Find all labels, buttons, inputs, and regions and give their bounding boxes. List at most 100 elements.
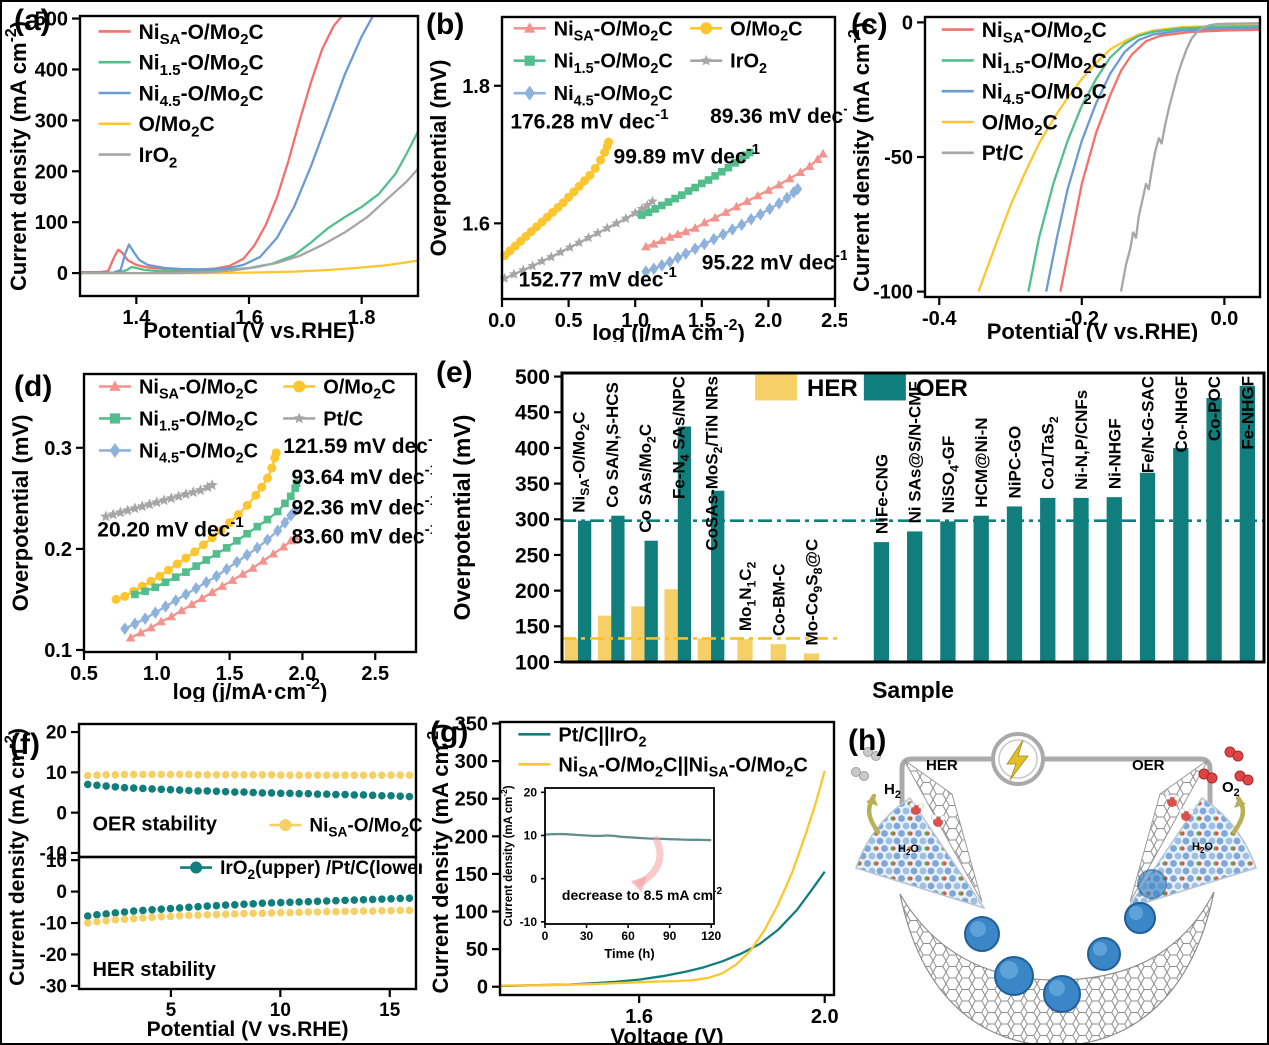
- svg-text:5: 5: [166, 1000, 177, 1021]
- svg-text:Current density (mA cm-2): Current density (mA cm-2): [2, 728, 29, 986]
- svg-text:IrO2: IrO2: [139, 144, 178, 171]
- graphene-hammock: [899, 891, 1215, 1043]
- svg-text:Current density (mA cm-2): Current density (mA cm-2): [425, 724, 453, 994]
- h2-label: H2: [884, 781, 901, 801]
- svg-text:NiSO4-GF: NiSO4-GF: [939, 436, 961, 514]
- svg-text:1.5: 1.5: [688, 310, 716, 332]
- svg-text:Co SAs/Mo2C: Co SAs/Mo2C: [636, 424, 658, 533]
- svg-text:60: 60: [621, 929, 635, 943]
- svg-text:Ni-NHGF: Ni-NHGF: [1105, 418, 1124, 489]
- svg-text:152.77 mV dec-1: 152.77 mV dec-1: [519, 264, 677, 291]
- svg-text:0.2: 0.2: [44, 539, 72, 561]
- svg-text:83.60 mV dec-1: 83.60 mV dec-1: [292, 521, 433, 548]
- svg-text:1.8: 1.8: [348, 307, 376, 329]
- svg-text:-20: -20: [40, 945, 67, 966]
- svg-text:Voltage (V): Voltage (V): [610, 1024, 723, 1045]
- oer-tafel-chart: 0.0 0.5 1.0 1.5 2.0 2.5 1.6 1.8 log (j/mA cm-2) O…: [426, 15, 847, 342]
- svg-text:150: 150: [515, 616, 550, 639]
- svg-text:2.0: 2.0: [754, 310, 782, 332]
- svg-text:NiPC-GO: NiPC-GO: [1005, 426, 1024, 499]
- h2o-molecules: [909, 794, 1194, 827]
- svg-text:-10: -10: [40, 914, 67, 935]
- svg-text:HER: HER: [807, 375, 858, 402]
- svg-text:350: 350: [455, 714, 488, 736]
- panel-e-tag: (e): [436, 356, 473, 389]
- svg-text:2.0: 2.0: [289, 663, 317, 685]
- panel-h: (h): [842, 702, 1267, 1043]
- svg-text:-0.4: -0.4: [922, 308, 957, 330]
- svg-text:log (j/mA·cm-2): log (j/mA·cm-2): [173, 676, 328, 702]
- o2-label: O2: [1222, 779, 1240, 799]
- svg-text:2.5: 2.5: [821, 310, 847, 332]
- svg-text:2.0: 2.0: [811, 1006, 839, 1028]
- svg-text:93.64 mV dec-1: 93.64 mV dec-1: [292, 461, 433, 488]
- power-source-icon: [991, 732, 1045, 786]
- svg-text:250: 250: [515, 544, 550, 567]
- svg-text:-0.2: -0.2: [1065, 308, 1099, 330]
- svg-text:Fe-NHGF: Fe-NHGF: [1238, 376, 1257, 450]
- svg-text:100: 100: [35, 212, 68, 234]
- svg-text:Potential (V vs.RHE): Potential (V vs.RHE): [147, 1018, 349, 1041]
- svg-text:10: 10: [46, 763, 67, 784]
- panel-b-tag: (b): [426, 8, 465, 41]
- svg-text:50: 50: [466, 939, 488, 961]
- svg-text:20: 20: [46, 723, 67, 744]
- o2-arrowhead: [1234, 798, 1246, 808]
- svg-text:90: 90: [663, 929, 677, 943]
- svg-text:1.0: 1.0: [143, 663, 171, 685]
- svg-text:Current density (mA cm-2): Current density (mA cm-2): [3, 21, 31, 291]
- svg-text:IrO2: IrO2: [730, 51, 767, 77]
- svg-text:NiSA-O/Mo2C||NiSA-O/Mo2C: NiSA-O/Mo2C||NiSA-O/Mo2C: [558, 754, 807, 780]
- her-lsv-chart: -0.4 -0.2 0.0 0 -50 -100 Potential (V vs.RHE) C…: [847, 12, 1262, 342]
- svg-text:0: 0: [56, 803, 67, 824]
- svg-text:Ni1.5-O/Mo2C: Ni1.5-O/Mo2C: [982, 50, 1107, 77]
- svg-text:200: 200: [35, 161, 68, 183]
- panel-c-tag: (c): [851, 8, 888, 41]
- svg-text:1.6: 1.6: [462, 213, 490, 235]
- svg-text:100: 100: [455, 902, 488, 924]
- svg-text:121.59 mV dec-1: 121.59 mV dec-1: [283, 431, 432, 458]
- svg-text:decrease to 8.5 mA cm-2: decrease to 8.5 mA cm-2: [562, 886, 723, 903]
- svg-text:0.0: 0.0: [1210, 308, 1238, 330]
- svg-text:NiSA-O/Mo2C: NiSA-O/Mo2C: [570, 411, 592, 512]
- svg-text:350: 350: [515, 473, 550, 496]
- her-tafel-chart: 0.5 1.0 1.5 2.0 2.5 0.1 0.2 0.3 log (j/mA·cm-2) O…: [8, 372, 433, 702]
- oer-label: OER: [1132, 757, 1165, 774]
- svg-text:Fe-N4 SAs/NPC: Fe-N4 SAs/NPC: [669, 376, 691, 499]
- svg-text:Ni1.5-O/Mo2C: Ni1.5-O/Mo2C: [139, 52, 264, 79]
- svg-text:200: 200: [455, 826, 488, 848]
- svg-text:Pt/C||IrO2: Pt/C||IrO2: [558, 724, 646, 750]
- svg-text:0: 0: [477, 977, 488, 999]
- svg-text:Current density (mA cm-2): Current density (mA cm-2): [500, 785, 515, 926]
- svg-text:1.0: 1.0: [621, 310, 649, 332]
- panel-b: (b) 0.0 0.5 1.0 1.5 2.0 2.5 1.6 1.8 log (j/mA cm…: [422, 2, 847, 342]
- svg-text:20.20 mV dec-1: 20.20 mV dec-1: [97, 514, 244, 541]
- svg-text:300: 300: [515, 509, 550, 532]
- panel-a-tag: (a): [14, 4, 51, 37]
- svg-text:Overpotential (mV): Overpotential (mV): [449, 415, 475, 621]
- svg-text:Overpotential (mV): Overpotential (mV): [8, 415, 33, 612]
- svg-text:IrO2(upper) /Pt/C(lower): IrO2(upper) /Pt/C(lower): [220, 858, 422, 882]
- svg-text:Ni SAs@S/N-CMF: Ni SAs@S/N-CMF: [906, 381, 925, 523]
- svg-text:300: 300: [455, 751, 488, 773]
- svg-text:400: 400: [515, 437, 550, 460]
- svg-text:176.28 mV dec-1: 176.28 mV dec-1: [510, 106, 668, 133]
- svg-text:30: 30: [580, 929, 594, 943]
- panel-h-tag: (h): [848, 724, 887, 757]
- mo2c-nanoparticles: [964, 869, 1167, 1013]
- panel-f-tag: (f): [10, 728, 40, 761]
- svg-text:-30: -30: [40, 977, 67, 998]
- svg-text:0.1: 0.1: [44, 640, 72, 662]
- svg-text:150: 150: [455, 864, 488, 886]
- svg-text:1.8: 1.8: [462, 76, 490, 98]
- overpotential-comparison-bar-chart: NiSA-O/Mo2C Co SA/N,S-HCS Co SAs/Mo2C Fe-N4…: [449, 366, 1266, 702]
- svg-text:0.5: 0.5: [555, 310, 583, 332]
- svg-text:0.5: 0.5: [70, 663, 98, 685]
- h2-arrowhead: [866, 796, 878, 806]
- svg-text:NiSA-O/Mo2C: NiSA-O/Mo2C: [554, 18, 673, 44]
- svg-text:1.6: 1.6: [235, 307, 263, 329]
- svg-text:log (j/mA cm-2): log (j/mA cm-2): [592, 317, 745, 342]
- svg-text:Sample: Sample: [872, 677, 954, 702]
- svg-text:300: 300: [35, 110, 68, 132]
- svg-text:Ni1.5-O/Mo2C: Ni1.5-O/Mo2C: [554, 51, 673, 77]
